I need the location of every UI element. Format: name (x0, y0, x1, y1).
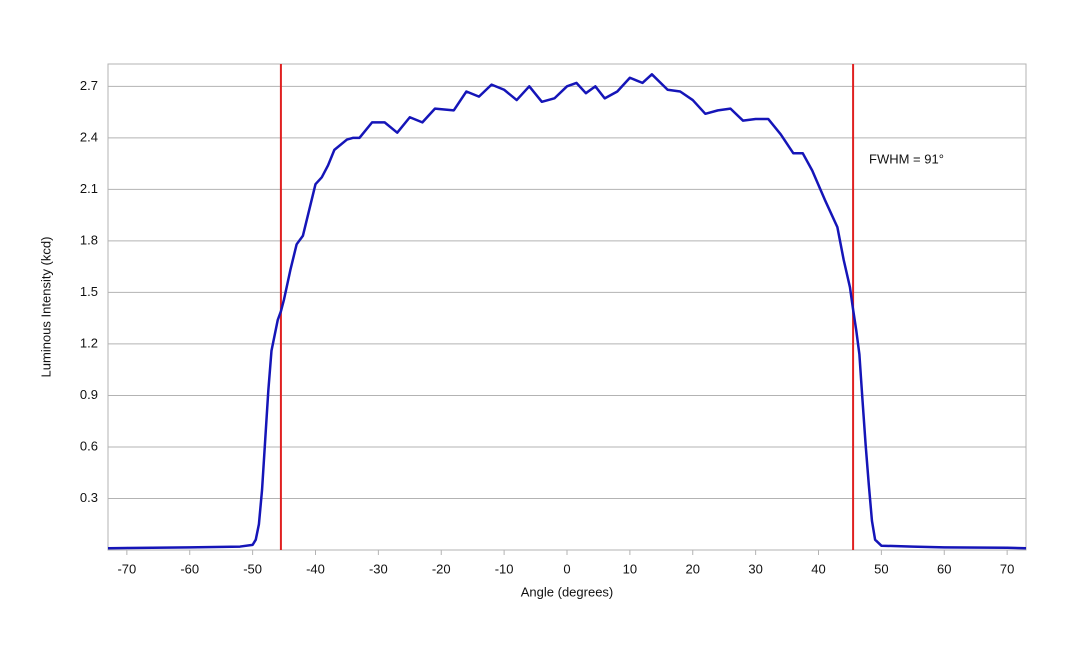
x-tick-label: 40 (811, 561, 825, 576)
y-axis-label: Luminous Intensity (kcd) (38, 237, 53, 378)
x-tick-label: 70 (1000, 561, 1014, 576)
data-line (107, 73, 1027, 550)
x-tick-label: -10 (495, 561, 514, 576)
annotation: FWHM = 91° (869, 151, 944, 166)
y-tick-label: 2.4 (80, 129, 98, 144)
x-axis-label: Angle (degrees) (521, 584, 614, 599)
x-tick-label: 30 (748, 561, 762, 576)
plot-frame (107, 63, 1027, 551)
y-tick-label: 0.9 (80, 387, 98, 402)
x-tick-label: 60 (937, 561, 951, 576)
x-tick-label: -70 (117, 561, 136, 576)
y-tick-label: 1.2 (80, 335, 98, 350)
y-tick-label: 0.3 (80, 490, 98, 505)
x-tick-label: -20 (432, 561, 451, 576)
y-tick-label: 1.8 (80, 232, 98, 247)
x-tick-label: -50 (243, 561, 262, 576)
x-tick-label: 0 (563, 561, 570, 576)
x-tick-label: 10 (623, 561, 637, 576)
x-tick-label: 50 (874, 561, 888, 576)
y-tick-label: 2.7 (80, 78, 98, 93)
y-tick-label: 0.6 (80, 438, 98, 453)
y-tick-label: 2.1 (80, 181, 98, 196)
x-tick-label: 20 (686, 561, 700, 576)
x-tick-label: -40 (306, 561, 325, 576)
y-tick-label: 1.5 (80, 284, 98, 299)
x-tick-label: -30 (369, 561, 388, 576)
x-tick-label: -60 (180, 561, 199, 576)
